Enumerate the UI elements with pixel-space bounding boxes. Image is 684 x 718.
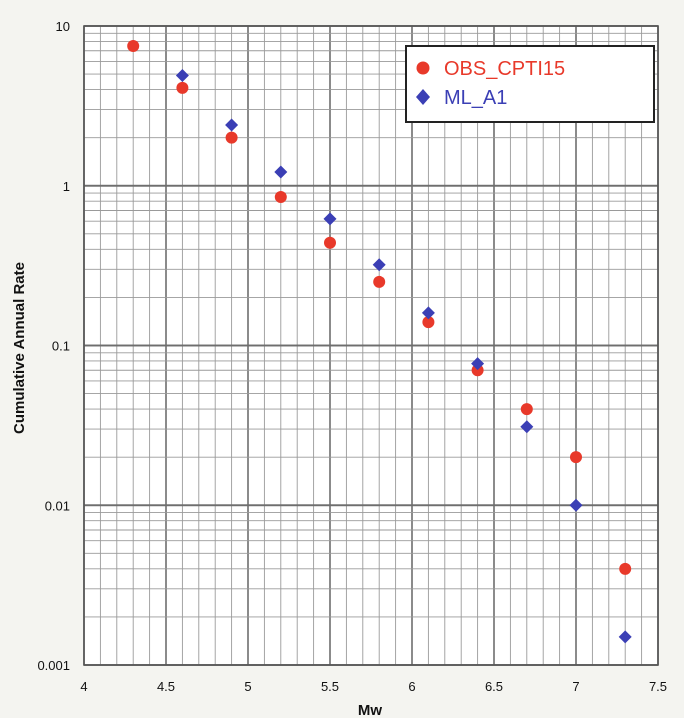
point-ml-a1 [274,165,288,179]
y-tick-label: 0.001 [37,658,70,673]
point-ml-a1 [372,258,386,272]
point-ml-a1 [520,420,534,434]
point-obs-cpti15 [471,364,484,377]
tick-labels: 4 4.5 5 5.5 6 6.5 7 7.5 0.001 0.01 0.1 1 10 [37,19,667,694]
point-obs-cpti15 [127,39,140,52]
point-ml-a1 [323,212,337,226]
point-obs-cpti15 [570,451,582,464]
x-axis-title: Mw [358,702,382,718]
legend-label-ml-a1: ML_A1 [444,87,507,109]
x-tick-label: 6 [408,679,415,694]
y-tick-label: 10 [56,19,70,34]
point-obs-cpti15 [373,275,386,288]
point-obs-cpti15 [176,81,189,94]
point-obs-cpti15 [422,316,435,329]
point-obs-cpti15 [520,403,533,416]
y-tick-label: 0.01 [45,498,70,513]
point-obs-cpti15 [225,131,238,144]
legend-box [405,45,655,123]
x-tick-label: 5 [244,679,251,694]
point-ml-a1 [569,498,583,512]
point-ml-a1 [421,306,435,320]
point-obs-cpti15 [324,236,336,249]
point-ml-a1 [618,630,632,644]
y-axis-title: Cumulative Annual Rate [11,262,28,434]
axes [83,25,659,666]
legend-label-obs-cpti15: OBS_CPTI15 [444,58,565,80]
x-tick-label: 4.5 [157,679,175,694]
legend-marker-obs-cpti15 [416,61,430,75]
point-ml-a1 [471,357,485,371]
plot-frame [83,25,659,666]
data-points [127,39,632,644]
x-tick-label: 6.5 [485,679,503,694]
legend: OBS_CPTI15 ML_A1 [405,45,655,123]
x-tick-label: 5.5 [321,679,339,694]
y-tick-label: 1 [63,179,70,194]
x-tick-label: 4 [80,679,87,694]
point-ml-a1 [175,68,189,82]
y-tick-label: 0.1 [52,339,70,354]
point-obs-cpti15 [274,191,287,204]
legend-marker-ml-a1 [416,89,430,105]
grid [83,25,659,666]
x-tick-label: 7.5 [649,679,667,694]
point-obs-cpti15 [619,562,632,575]
x-tick-label: 7 [572,679,579,694]
point-ml-a1 [225,118,239,132]
